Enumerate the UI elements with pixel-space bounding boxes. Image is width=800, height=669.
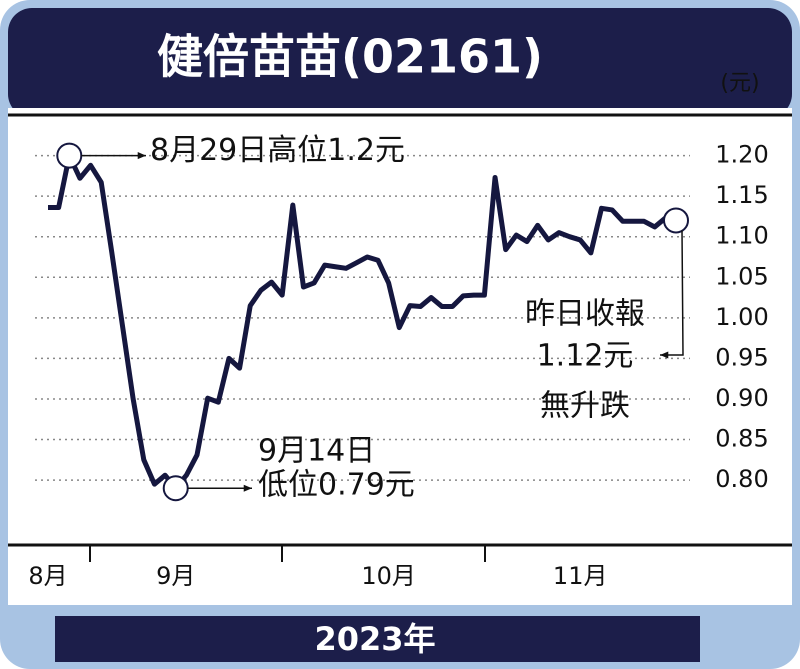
unit-label: (元) <box>720 71 759 96</box>
y-tick-label: 1.15 <box>715 181 768 209</box>
y-tick-label: 0.80 <box>715 465 768 493</box>
point-marker <box>663 207 689 234</box>
point-marker <box>162 475 189 502</box>
y-tick-label: 0.85 <box>715 425 768 453</box>
x-tick-label: 9月 <box>156 562 195 590</box>
annotation: 9月14日 <box>258 434 375 469</box>
y-tick-label: 0.90 <box>715 384 768 412</box>
annotation: 低位0.79元 <box>258 468 415 503</box>
year-bar <box>55 616 700 662</box>
x-tick-label: 11月 <box>553 562 608 590</box>
annotation: 昨日收報 <box>525 297 645 332</box>
x-tick-label: 8月 <box>28 562 67 590</box>
annotation-arrow-head <box>243 484 252 492</box>
price-line <box>48 153 677 491</box>
annotation-arrow-head <box>660 351 669 359</box>
annotation-arrow-head <box>137 152 146 160</box>
y-tick-label: 1.05 <box>715 262 768 290</box>
annotation: 無升跌 <box>540 389 630 424</box>
point-marker <box>56 142 83 169</box>
y-tick-label: 1.00 <box>715 303 768 331</box>
y-tick-label: 0.95 <box>715 343 768 371</box>
y-tick-label: 1.20 <box>715 141 768 169</box>
plot-background <box>8 108 792 605</box>
title-bar <box>8 8 792 118</box>
x-tick-label: 10月 <box>361 562 416 590</box>
annotation: 1.12元 <box>537 339 634 374</box>
y-tick-label: 1.10 <box>715 222 768 250</box>
annotation: 8月29日高位1.2元 <box>150 133 405 168</box>
x-axis-label: 2023年 <box>314 620 435 658</box>
chart-title: 健倍苗苗(02161) <box>157 30 543 84</box>
